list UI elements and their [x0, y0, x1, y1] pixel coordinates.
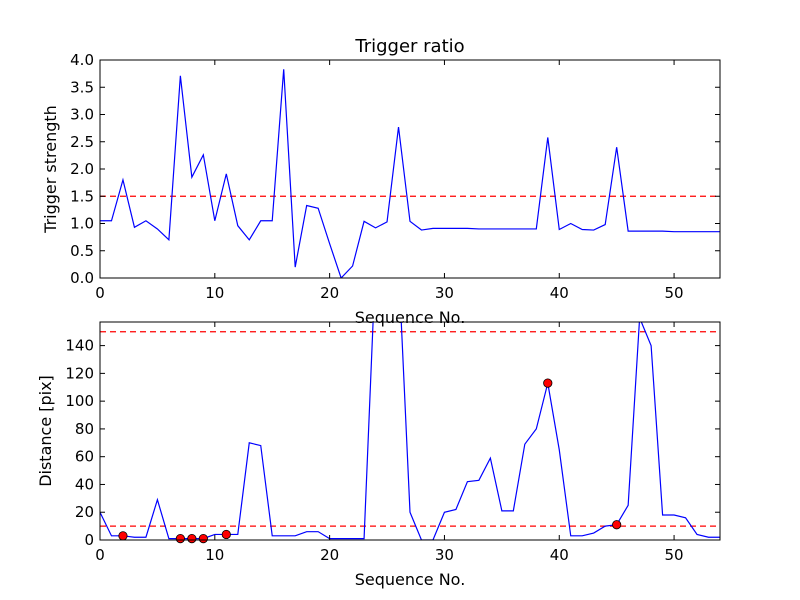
distance-marker-point	[221, 529, 231, 540]
distance-x-tick-label: 50	[665, 546, 684, 564]
distance-axes-frame	[99, 321, 721, 541]
strength-x-axis-label: Sequence No.	[355, 308, 466, 327]
strength-y-tick-label: 3.0	[70, 106, 94, 124]
distance-marker-point	[198, 534, 208, 544]
strength-y-tick-label: 2.0	[70, 160, 94, 178]
distance-marker-point	[612, 520, 622, 530]
distance-y-tick-label: 0	[84, 531, 94, 549]
strength-series-line	[100, 69, 720, 278]
strength-y-tick-label: 0.5	[70, 242, 94, 260]
distance-y-tick-label: 80	[75, 420, 94, 438]
distance-y-tick-label: 140	[65, 337, 94, 355]
strength-y-tick-label: 1.0	[70, 215, 94, 233]
strength-y-tick-label: 3.5	[70, 78, 94, 96]
distance-x-tick-label: 40	[550, 546, 569, 564]
distance-y-tick-label: 120	[65, 364, 94, 382]
distance-y-axis-label: Distance [pix]	[36, 375, 55, 487]
distance-x-tick-label: 10	[205, 546, 224, 564]
distance-y-tick-label: 60	[75, 448, 94, 466]
distance-y-tick-label: 20	[75, 503, 94, 521]
strength-chart-title: Trigger ratio	[354, 36, 464, 57]
distance-marker-point	[543, 378, 553, 388]
distance-x-tick-label: 20	[320, 546, 339, 564]
strength-x-tick-label: 40	[550, 284, 569, 302]
strength-y-tick-label: 1.5	[70, 187, 94, 205]
strength-x-tick-label: 0	[95, 284, 105, 302]
distance-marker-point	[118, 531, 128, 541]
distance-y-tick-label: 40	[75, 475, 94, 493]
strength-y-tick-label: 0.0	[70, 269, 94, 287]
strength-x-tick-label: 50	[665, 284, 684, 302]
strength-x-tick-label: 30	[435, 284, 454, 302]
strength-y-axis-label: Trigger strength	[41, 105, 60, 234]
strength-x-tick-label: 10	[205, 284, 224, 302]
distance-x-axis-label: Sequence No.	[355, 570, 466, 589]
distance-marker-point	[175, 534, 185, 544]
strength-y-tick-label: 2.5	[70, 133, 94, 151]
distance-marker-point	[187, 534, 197, 544]
distance-y-tick-label: 100	[65, 392, 94, 410]
strength-y-tick-label: 4.0	[70, 51, 94, 69]
distance-x-tick-label: 0	[95, 546, 105, 564]
strength-x-tick-label: 20	[320, 284, 339, 302]
distance-x-tick-label: 30	[435, 546, 454, 564]
distance-chart: 0 10 20 30 40 50 0 20 40 60 80 100 120 140 Sequence No…	[36, 321, 721, 589]
